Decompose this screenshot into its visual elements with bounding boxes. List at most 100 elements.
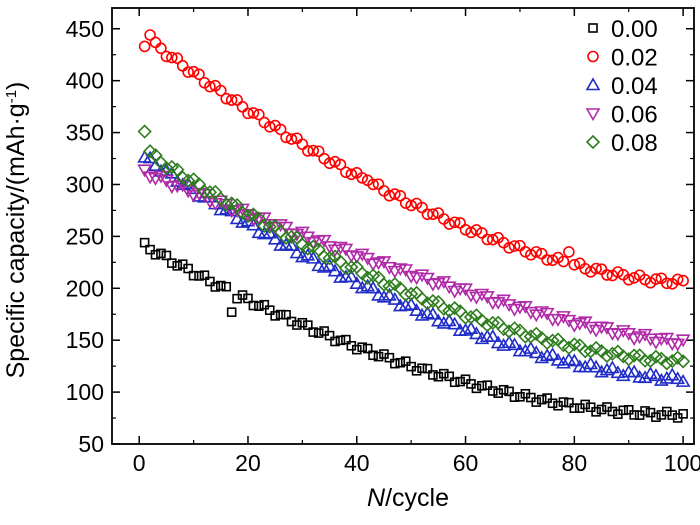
data-point (653, 372, 669, 386)
data-point (343, 269, 359, 283)
data-point (148, 158, 163, 172)
data-point (194, 271, 204, 281)
data-point (667, 410, 678, 420)
data-point (558, 397, 569, 407)
data-point (354, 248, 370, 262)
data-point (398, 264, 414, 278)
data-point (485, 329, 501, 342)
data-point (161, 250, 172, 261)
data-point (171, 52, 184, 65)
data-point (296, 138, 309, 151)
data-point (343, 250, 359, 264)
data-point (648, 368, 664, 382)
y-tick-label: 50 (78, 431, 104, 457)
data-point (305, 250, 321, 264)
data-point (354, 280, 370, 294)
data-point (280, 131, 292, 144)
data-point (539, 348, 555, 362)
data-point (313, 328, 324, 338)
data-point (648, 336, 664, 350)
data-point (518, 329, 533, 344)
data-point (477, 380, 487, 391)
data-point (183, 263, 193, 274)
data-point (438, 368, 449, 379)
y-axis-title-sup: -1 (3, 90, 20, 103)
data-point (145, 244, 155, 255)
data-point (496, 337, 512, 351)
legend-marker (588, 23, 598, 33)
data-point (384, 352, 395, 363)
legend-marker (587, 50, 599, 63)
data-point (351, 344, 362, 355)
data-point (312, 145, 325, 158)
data-point (414, 269, 430, 283)
data-point (678, 409, 688, 419)
data-point (262, 225, 278, 239)
data-point (528, 345, 544, 359)
data-point (355, 266, 370, 281)
data-point (191, 187, 207, 201)
data-point (365, 280, 381, 294)
series-0.02 (138, 29, 689, 290)
data-point (308, 327, 319, 337)
data-point (447, 316, 463, 330)
data-point (540, 335, 555, 351)
data-point (213, 202, 229, 216)
data-point (330, 336, 340, 347)
data-point (474, 331, 490, 345)
data-point (542, 393, 552, 403)
data-point (601, 269, 613, 281)
data-point (675, 354, 691, 369)
data-point (471, 383, 482, 394)
legend-label: 0.02 (611, 45, 658, 72)
data-point (599, 348, 615, 364)
data-point (144, 29, 156, 41)
data-point (512, 323, 528, 338)
data-point (155, 42, 167, 55)
data-point (362, 343, 373, 354)
y-tick-label: 200 (66, 275, 104, 301)
legend-marker (585, 134, 601, 150)
data-point (486, 233, 499, 246)
data-point (414, 307, 430, 321)
data-point (529, 326, 544, 341)
x-tick-label: 20 (235, 450, 261, 476)
data-point (259, 299, 270, 310)
data-point (626, 364, 642, 378)
data-point (159, 160, 174, 176)
data-point (433, 371, 444, 382)
y-tick-label: 400 (66, 68, 104, 94)
data-point (253, 108, 265, 121)
data-point (427, 208, 439, 221)
data-point (267, 231, 283, 245)
data-point (523, 341, 539, 354)
data-point (469, 326, 484, 340)
data-point (289, 245, 305, 259)
data-point (670, 371, 686, 385)
data-point (528, 309, 544, 323)
data-point (550, 352, 566, 366)
data-point (281, 309, 291, 320)
data-point (651, 412, 661, 422)
data-point (509, 392, 520, 402)
legend-marker (585, 77, 601, 91)
data-point (675, 334, 691, 348)
y-tick-label: 150 (66, 327, 104, 353)
data-point (302, 145, 314, 157)
x-axis-title-italic: N (367, 484, 386, 512)
data-point (670, 338, 686, 352)
data-point (256, 212, 272, 226)
legend-marker (585, 108, 601, 122)
data-point (137, 124, 152, 139)
data-point (583, 321, 599, 335)
data-point (675, 374, 691, 387)
data-point (275, 309, 286, 320)
data-point (399, 197, 412, 209)
data-point (226, 307, 237, 317)
data-point (441, 313, 457, 327)
data-point (443, 218, 456, 230)
data-point (547, 398, 558, 409)
data-point (254, 301, 264, 311)
data-point (205, 276, 215, 287)
